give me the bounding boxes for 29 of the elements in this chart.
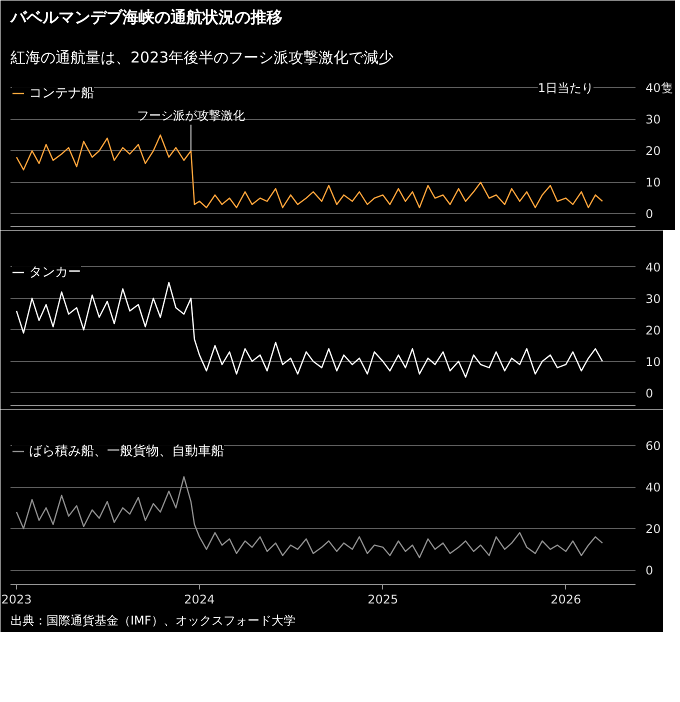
y-tick-label: 30 [646, 112, 661, 126]
y-tick-label: 60 [646, 439, 661, 454]
chart-title: バベルマンデブ海峡の通航状況の推移 [10, 8, 282, 26]
chart-subtitle: 紅海の通航量は、2023年後半のフーシ派攻撃激化で減少 [10, 48, 394, 66]
x-tick-label: 2025 [368, 592, 398, 606]
y-tick-label: 20 [646, 522, 661, 536]
x-tick-label: 2023 [1, 592, 32, 606]
annotation: 1日当たり [538, 80, 594, 95]
y-tick-label: 20 [646, 323, 661, 338]
legend-label: ばら積み船、一般貨物、自動車船 [29, 443, 224, 460]
y-tick-label: 0 [646, 564, 654, 578]
y-tick-label: 40 [646, 480, 661, 495]
y-tick-label: 0 [646, 206, 654, 221]
legend-label: タンカー [29, 264, 81, 281]
line-series [16, 134, 604, 208]
y-tick-label: 10 [646, 175, 661, 190]
y-tick-label: 40 [646, 260, 661, 274]
legend-label: コンテナ船 [29, 85, 94, 102]
source-note: 出典：国際通貨基金（IMF）、オックスフォード大学 [10, 614, 296, 628]
x-tick-label: 2024 [184, 592, 215, 606]
y-tick-label: 40隻 [646, 80, 673, 95]
y-tick-label: 20 [646, 144, 661, 158]
annotation: フーシ派が攻撃激化 [136, 108, 245, 123]
y-tick-label: 30 [646, 292, 661, 306]
line-series [16, 282, 604, 378]
x-tick-label: 2026 [550, 592, 582, 606]
y-tick-label: 0 [646, 386, 654, 400]
y-tick-label: 10 [646, 354, 661, 369]
line-series [16, 476, 604, 558]
